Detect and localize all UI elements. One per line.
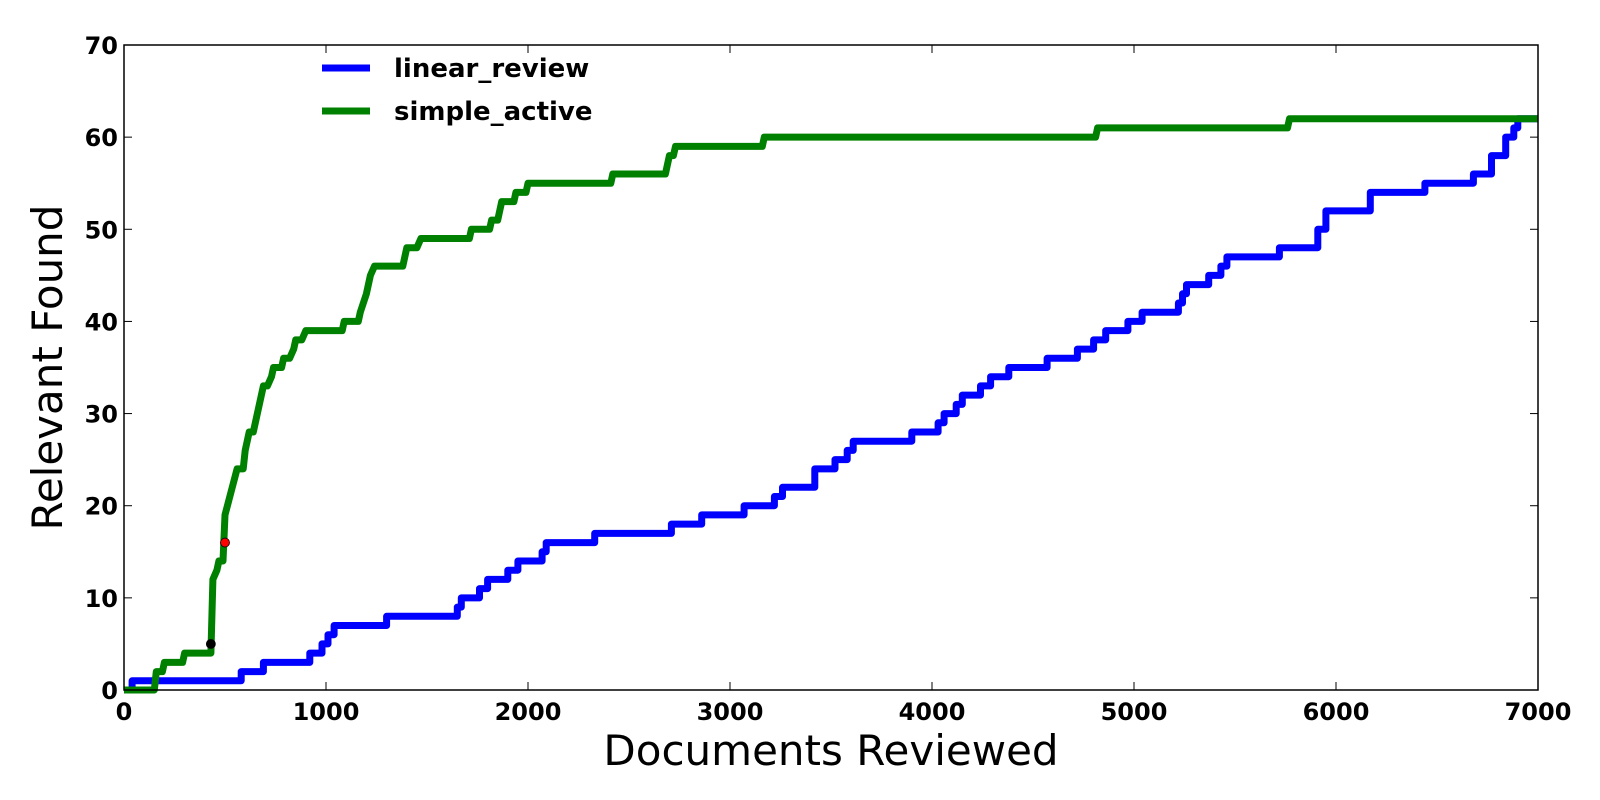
y-tick-label: 70	[85, 32, 118, 60]
plot-frame	[123, 44, 1539, 691]
data-marker-1	[220, 537, 230, 548]
series-line-simple-active	[124, 115, 1538, 694]
y-tick-label: 0	[101, 677, 118, 705]
marker-layer	[205, 537, 230, 649]
y-tick-label: 50	[85, 216, 118, 244]
tick-layer: 0 1000 2000 3000 4000 5000 6000 7000 0 10 20 30 40 50…	[85, 32, 1572, 726]
x-axis-title: Documents Reviewed	[603, 726, 1058, 775]
y-tick-label: 60	[85, 124, 118, 152]
x-tick-label: 0	[116, 698, 133, 726]
x-tick-label: 2000	[495, 698, 562, 726]
legend: linear_review simple_active	[322, 54, 593, 127]
x-tick-label: 5000	[1101, 698, 1168, 726]
y-tick-label: 20	[85, 493, 118, 521]
data-marker-0	[205, 639, 216, 649]
legend-label-simple-active: simple_active	[394, 97, 593, 127]
x-tick-label: 1000	[293, 698, 360, 726]
series-layer	[124, 115, 1538, 694]
legend-label-linear-review: linear_review	[394, 54, 589, 84]
y-tick-label: 30	[85, 401, 118, 429]
y-axis-title: Relevant Found	[23, 205, 72, 531]
x-tick-label: 6000	[1303, 698, 1370, 726]
x-tick-label: 3000	[697, 698, 764, 726]
x-tick-label: 7000	[1505, 698, 1572, 726]
y-tick-label: 10	[85, 585, 118, 613]
y-tick-label: 40	[85, 308, 118, 336]
x-tick-label: 4000	[899, 698, 966, 726]
series-line-linear-review	[124, 115, 1538, 694]
